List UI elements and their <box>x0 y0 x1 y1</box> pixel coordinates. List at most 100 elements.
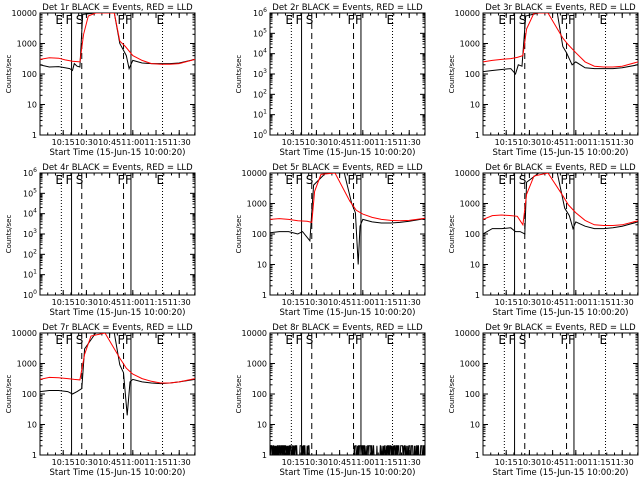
chart-panel-2: Det 2r BLACK = Events, RED = LLD10010110… <box>235 3 426 158</box>
chart-title: Det 4r BLACK = Events, RED = LLD <box>42 163 193 173</box>
x-tick-label: 10:45 <box>328 458 351 467</box>
event-marker-label: F <box>66 173 73 187</box>
series-group <box>483 173 638 235</box>
x-tick-label: 11:15 <box>374 458 397 467</box>
event-marker-label: F <box>118 333 125 347</box>
y-tick-label: 104 <box>253 48 267 59</box>
event-marker-label: E <box>285 13 293 27</box>
y-tick-label: 1000 <box>247 360 267 369</box>
plot-frame <box>39 172 196 296</box>
x-tick-label: 10:30 <box>305 298 328 307</box>
event-marker-label: S <box>76 333 84 347</box>
lld-series-line <box>483 173 638 227</box>
y-tick-exponent: 2 <box>263 88 267 95</box>
lld-series-line <box>483 13 638 68</box>
y-axis-label: Counts/sec <box>5 215 13 254</box>
event-marker-label: F <box>355 13 362 27</box>
y-tick-label: 10000 <box>455 329 480 338</box>
x-tick-label: 10:30 <box>518 458 541 467</box>
y-tick-label: 10 <box>257 421 267 430</box>
series-group <box>270 445 425 455</box>
series-group <box>40 333 195 416</box>
lld-series-line <box>40 13 195 65</box>
y-tick-label: 1000 <box>17 360 37 369</box>
y-tick-exponent: 1 <box>33 269 37 276</box>
event-marker-label: F <box>125 13 132 27</box>
x-tick-label: 11:15 <box>587 458 610 467</box>
y-tick-label: 1000 <box>460 360 480 369</box>
y-tick-exponent: 5 <box>33 187 37 194</box>
event-marker-label: F <box>568 13 575 27</box>
x-axis-label: Start Time (15-Jun-15 10:00:20) <box>50 148 186 158</box>
y-tick-label: 105 <box>253 27 267 38</box>
x-tick-label: 10:15 <box>495 138 518 147</box>
chart-title: Det 9r BLACK = Events, RED = LLD <box>485 323 636 333</box>
event-marker-label: F <box>348 333 355 347</box>
x-axis-label: Start Time (15-Jun-15 10:00:20) <box>280 468 416 478</box>
y-tick-label: 104 <box>23 208 37 219</box>
x-axis-label: Start Time (15-Jun-15 10:00:20) <box>280 148 416 158</box>
event-marker-label: F <box>568 173 575 187</box>
x-tick-label: 10:45 <box>98 138 121 147</box>
y-tick-exponent: 0 <box>263 129 267 136</box>
x-tick-label: 10:45 <box>328 298 351 307</box>
chart-title: Det 6r BLACK = Events, RED = LLD <box>485 163 636 173</box>
event-marker-label: F <box>561 333 568 347</box>
x-tick-label: 10:30 <box>75 458 98 467</box>
y-tick-label: 1000 <box>17 40 37 49</box>
x-tick-label: 11:30 <box>398 458 421 467</box>
x-tick-label: 11:30 <box>398 298 421 307</box>
chart-title: Det 3r BLACK = Events, RED = LLD <box>485 3 636 13</box>
events-series-line <box>270 173 425 265</box>
events-series-line <box>40 333 195 416</box>
y-tick-label: 10000 <box>455 169 480 178</box>
x-tick-label: 10:15 <box>495 298 518 307</box>
plot-frame <box>269 172 426 296</box>
chart-panel-8: Det 8r BLACK = Events, RED = LLD 1 10 100 10… <box>235 323 426 478</box>
chart-title: Det 1r BLACK = Events, RED = LLD <box>42 3 193 13</box>
x-tick-label: 10:45 <box>541 458 564 467</box>
y-tick-exponent: 3 <box>263 68 267 75</box>
x-axis-label: Start Time (15-Jun-15 10:00:20) <box>280 308 416 318</box>
y-tick-label: 1 <box>32 451 37 460</box>
event-marker-label: S <box>519 333 527 347</box>
x-tick-label: 10:45 <box>541 298 564 307</box>
y-tick-label: 1 <box>262 291 267 300</box>
chart-panel-1: Det 1r BLACK = Events, RED = LLD 1 10 100 10… <box>5 3 196 158</box>
x-axis-label: Start Time (15-Jun-15 10:00:20) <box>493 468 629 478</box>
chart-title: Det 7r BLACK = Events, RED = LLD <box>42 323 193 333</box>
x-tick-label: 10:45 <box>98 298 121 307</box>
y-tick-exponent: 5 <box>263 27 267 34</box>
event-marker-label: F <box>509 13 516 27</box>
x-tick-label: 11:15 <box>374 138 397 147</box>
plot-frame <box>269 12 426 136</box>
events-series-line <box>483 13 638 76</box>
y-tick-label: 10 <box>470 421 480 430</box>
event-marker-label: E <box>498 13 506 27</box>
event-marker-label: S <box>306 333 314 347</box>
x-tick-label: 11:15 <box>144 138 167 147</box>
y-tick-label: 100 <box>253 129 267 140</box>
y-tick-label: 1 <box>475 131 480 140</box>
lld-series-line <box>270 173 425 224</box>
x-tick-label: 10:45 <box>328 138 351 147</box>
event-marker-label: E <box>600 333 608 347</box>
lld-series-line <box>40 333 195 384</box>
event-marker-label: F <box>561 173 568 187</box>
event-marker-label: S <box>519 173 527 187</box>
y-tick-label: 102 <box>23 248 37 259</box>
event-marker-label: F <box>355 173 362 187</box>
event-marker-label: F <box>296 333 303 347</box>
x-tick-label: 11:00 <box>351 458 374 467</box>
event-marker-label: E <box>498 333 506 347</box>
y-tick-label: 1000 <box>460 40 480 49</box>
event-marker-label: E <box>55 13 63 27</box>
x-tick-label: 10:30 <box>518 298 541 307</box>
y-tick-label: 100 <box>465 390 480 399</box>
event-marker-label: S <box>306 13 314 27</box>
x-tick-label: 11:30 <box>398 138 421 147</box>
chart-panel-6: Det 6r BLACK = Events, RED = LLD 1 10 100 10… <box>448 163 639 318</box>
x-tick-label: 11:00 <box>121 298 144 307</box>
x-tick-label: 10:30 <box>518 138 541 147</box>
